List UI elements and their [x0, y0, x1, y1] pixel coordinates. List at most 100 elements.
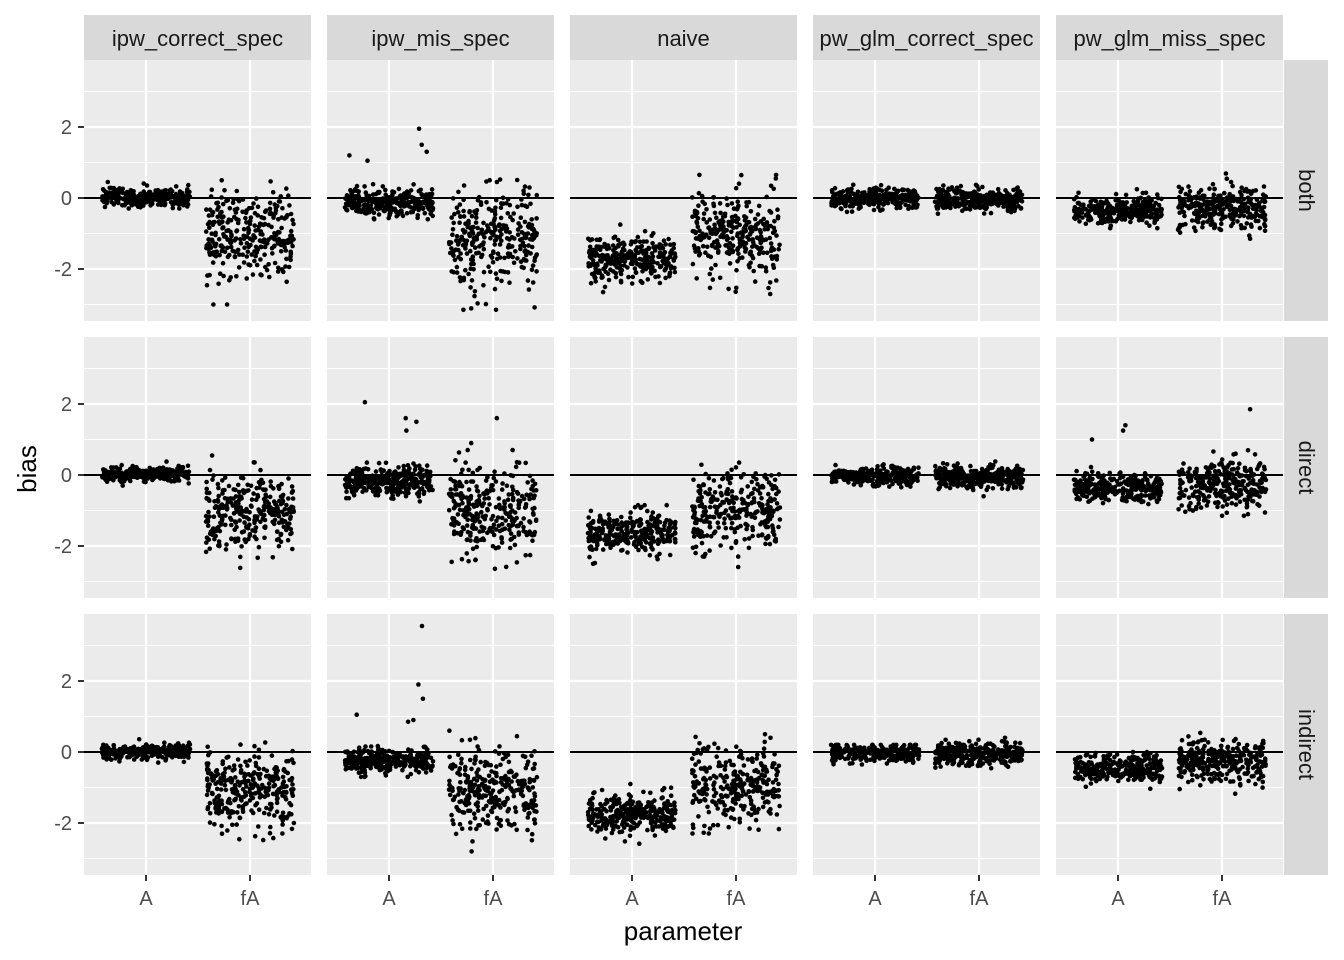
- data-point: [226, 217, 232, 222]
- data-point: [645, 277, 651, 282]
- data-point-outlier: [468, 440, 474, 446]
- data-point: [240, 209, 245, 215]
- data-point: [586, 515, 591, 520]
- data-point: [210, 477, 215, 482]
- data-point: [472, 245, 478, 250]
- data-point-outlier: [347, 153, 352, 158]
- data-point: [519, 197, 524, 202]
- data-point: [971, 203, 976, 209]
- data-point: [1219, 209, 1224, 215]
- data-point: [237, 252, 242, 257]
- data-point: [729, 545, 734, 551]
- data-point: [633, 544, 639, 549]
- data-point: [673, 540, 678, 545]
- data-point: [758, 240, 763, 246]
- row-strip-label: direct: [1294, 441, 1319, 495]
- data-point: [468, 248, 473, 254]
- data-point: [839, 206, 844, 212]
- data-point: [1019, 199, 1025, 204]
- data-point: [111, 472, 116, 478]
- data-point: [765, 517, 770, 522]
- data-point: [469, 213, 475, 219]
- data-point: [1083, 207, 1089, 212]
- data-point: [1107, 225, 1113, 231]
- panel-direct-ipw_mis_spec: [327, 337, 554, 598]
- data-point: [645, 508, 650, 514]
- data-point: [706, 475, 712, 481]
- data-point: [510, 522, 516, 528]
- data-point: [988, 201, 994, 207]
- data-point: [955, 200, 960, 205]
- data-point: [594, 237, 600, 243]
- data-point: [289, 484, 295, 489]
- data-point: [222, 249, 228, 254]
- data-point: [379, 469, 385, 475]
- data-point: [836, 197, 841, 203]
- data-point: [724, 497, 729, 503]
- data-point: [288, 228, 294, 234]
- data-point: [650, 264, 655, 270]
- data-point: [703, 551, 708, 557]
- data-point: [213, 253, 219, 259]
- data-point: [742, 537, 747, 542]
- data-point: [223, 547, 229, 552]
- data-point: [531, 495, 536, 501]
- data-point: [248, 483, 254, 489]
- data-point: [960, 198, 965, 203]
- data-point: [206, 537, 212, 542]
- data-point: [599, 275, 604, 281]
- data-point: [207, 250, 212, 255]
- data-point: [1212, 224, 1218, 230]
- data-point: [176, 463, 181, 469]
- data-point: [521, 524, 526, 530]
- data-point: [1181, 197, 1186, 203]
- data-point: [399, 485, 404, 490]
- data-point: [876, 196, 882, 201]
- data-point: [735, 199, 740, 204]
- data-point: [221, 214, 226, 219]
- data-point: [143, 474, 149, 480]
- data-point: [725, 202, 730, 208]
- data-point: [759, 532, 765, 537]
- data-point: [947, 187, 953, 192]
- y-tick-label: 2: [61, 394, 72, 416]
- data-point: [748, 260, 753, 266]
- data-point: [419, 478, 425, 484]
- data-point: [377, 475, 382, 481]
- data-point: [773, 539, 779, 544]
- data-point: [453, 501, 458, 506]
- data-point: [232, 214, 237, 220]
- data-point: [667, 270, 673, 276]
- data-point: [377, 189, 382, 195]
- data-point: [615, 522, 621, 527]
- data-point: [417, 466, 423, 472]
- data-point: [515, 204, 520, 210]
- data-point: [253, 244, 259, 250]
- data-point: [144, 196, 150, 202]
- data-point: [1241, 196, 1247, 202]
- data-point: [228, 240, 234, 246]
- data-point: [642, 529, 647, 534]
- data-point: [150, 470, 155, 475]
- data-point: [227, 206, 233, 211]
- data-point: [273, 205, 279, 211]
- data-point: [211, 473, 216, 478]
- data-point: [1254, 197, 1260, 202]
- data-point: [466, 502, 472, 508]
- data-point: [498, 215, 504, 221]
- data-point: [354, 194, 359, 199]
- data-point: [712, 210, 718, 216]
- data-point: [531, 532, 537, 538]
- data-point: [284, 186, 289, 191]
- data-point: [983, 206, 989, 212]
- data-point: [216, 510, 221, 515]
- data-point: [638, 523, 643, 528]
- data-point: [267, 494, 273, 500]
- x-tick-label: A: [1111, 888, 1125, 910]
- data-point: [481, 525, 487, 531]
- data-point: [255, 492, 260, 498]
- data-point: [144, 183, 150, 188]
- data-point: [753, 509, 759, 515]
- data-point: [494, 179, 500, 185]
- data-point: [734, 285, 739, 291]
